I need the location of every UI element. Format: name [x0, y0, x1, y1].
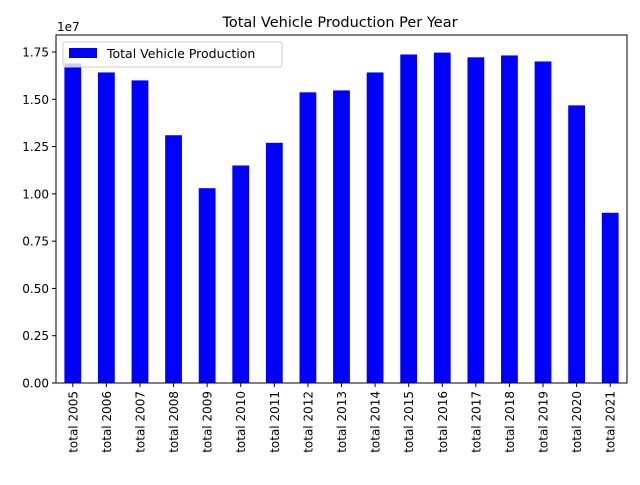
y-tick-label: 0.75 [22, 235, 49, 249]
x-tick-label: total 2006 [100, 391, 114, 453]
x-tick-label: total 2010 [234, 391, 248, 453]
bar [198, 188, 216, 383]
bar [568, 105, 586, 384]
bar [534, 61, 552, 383]
legend-box [62, 41, 283, 68]
x-axis: total 2005 total 2006 total 2007 total 2008… [66, 383, 618, 453]
x-tick-label: total 2012 [301, 391, 315, 453]
bar [400, 54, 418, 383]
x-tick-label: total 2018 [503, 391, 517, 453]
y-tick-label: 0.00 [22, 377, 49, 391]
bar [366, 72, 384, 383]
bar [333, 90, 350, 384]
x-tick-label: total 2019 [537, 391, 551, 453]
plot-frame [55, 34, 628, 384]
x-tick-label: total 2005 [66, 391, 80, 453]
chart-title: Total Vehicle Production Per Year [221, 15, 457, 31]
legend-swatch [69, 48, 97, 58]
bar [165, 135, 182, 383]
bar [601, 212, 619, 383]
y-tick-label: 1.75 [22, 46, 49, 60]
bar [97, 72, 115, 383]
x-tick-label: total 2007 [133, 391, 147, 453]
bar [299, 92, 317, 383]
y-tick-label: 0.50 [22, 282, 49, 296]
x-tick-label: total 2021 [604, 391, 618, 453]
legend: Total Vehicle Production [62, 41, 283, 68]
bars-group [64, 52, 619, 384]
y-tick-label: 0.25 [22, 329, 49, 343]
bar [131, 80, 149, 383]
x-tick-label: total 2017 [469, 391, 483, 453]
y-tick-label: 1.25 [22, 140, 49, 154]
x-tick-label: total 2009 [201, 391, 215, 453]
bar [467, 57, 485, 383]
bar [433, 52, 451, 384]
bar [232, 165, 250, 383]
x-tick-label: total 2015 [402, 391, 416, 453]
x-tick-label: total 2011 [268, 391, 282, 453]
y-tick-label: 1.00 [22, 187, 49, 201]
y-tick-label: 1.50 [22, 93, 49, 107]
bar [265, 142, 283, 383]
x-tick-label: total 2014 [369, 391, 383, 453]
x-tick-label: total 2020 [570, 391, 584, 453]
bar [501, 55, 518, 384]
y-axis-multiplier: 1e7 [57, 20, 80, 34]
x-tick-label: total 2016 [436, 391, 450, 453]
bar [64, 63, 82, 384]
y-axis: 0.00 0.25 0.50 0.75 1.00 1.25 1.50 1.75 [22, 46, 56, 391]
x-tick-label: total 2008 [167, 391, 181, 453]
legend-label: Total Vehicle Production [106, 46, 255, 61]
x-tick-label: total 2013 [335, 391, 349, 453]
